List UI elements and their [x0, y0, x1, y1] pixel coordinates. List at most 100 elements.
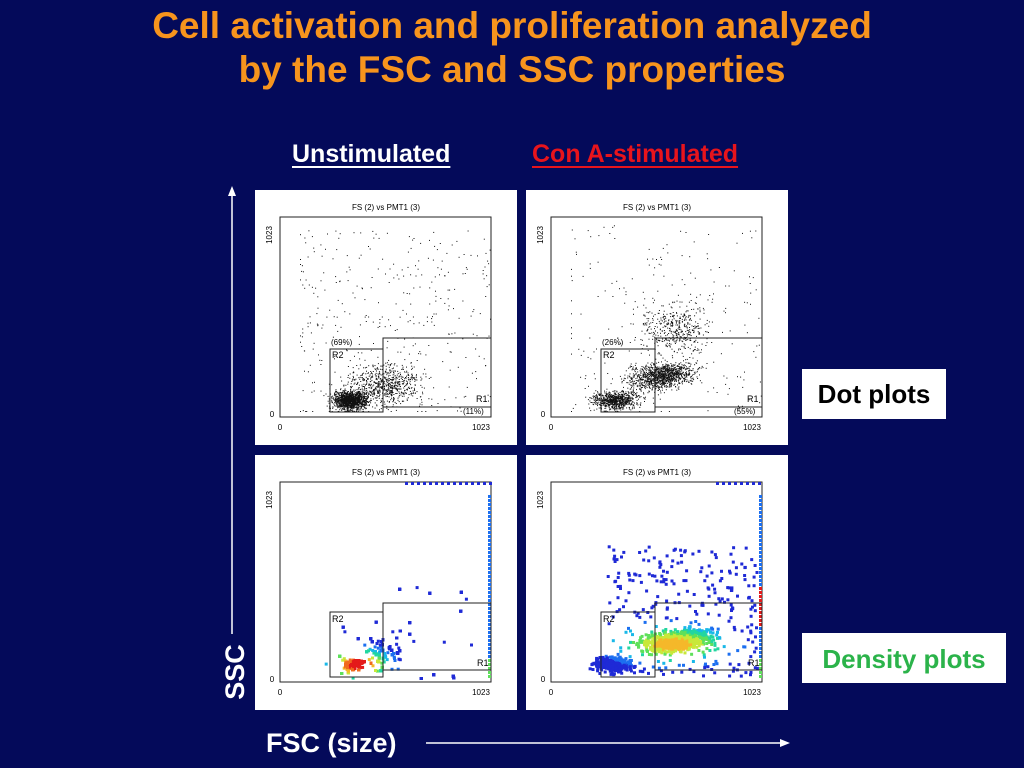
event-dot — [372, 371, 374, 372]
event-dot — [358, 391, 360, 393]
event-dot — [388, 388, 390, 390]
event-dot — [408, 379, 410, 381]
event-dot — [593, 397, 594, 399]
event-dot — [648, 318, 650, 320]
event-dot — [685, 317, 687, 319]
event-dot — [606, 399, 608, 400]
column-label-unstimulated: Unstimulated — [292, 140, 451, 168]
event-dot — [301, 270, 303, 272]
event-dot — [354, 401, 356, 402]
event-dot — [655, 375, 657, 377]
event-dot — [371, 393, 373, 395]
event-dot — [657, 394, 659, 396]
event-dot — [646, 345, 648, 347]
event-dot — [340, 392, 342, 394]
event-dot — [665, 338, 667, 340]
event-dot — [642, 376, 644, 378]
event-dot — [377, 363, 379, 365]
event-dot — [343, 385, 345, 387]
event-dot — [351, 393, 353, 395]
event-dot — [344, 409, 345, 411]
event-dot — [415, 377, 417, 379]
event-dot — [359, 364, 361, 366]
event-dot — [659, 374, 661, 376]
event-dot — [697, 368, 699, 370]
event-dot — [311, 286, 313, 288]
event-dot — [691, 309, 693, 310]
event-dot — [616, 401, 618, 403]
event-dot — [377, 373, 379, 375]
event-dot — [656, 379, 658, 381]
event-dot — [648, 370, 650, 372]
event-dot — [647, 392, 649, 394]
event-dot — [608, 405, 610, 407]
event-dot — [679, 379, 681, 380]
event-dot — [631, 366, 632, 367]
event-dot — [723, 310, 725, 312]
event-dot — [681, 330, 683, 332]
event-dot — [313, 292, 315, 294]
event-dot — [300, 259, 301, 260]
event-dot — [668, 378, 670, 380]
event-dot — [394, 398, 395, 400]
event-dot — [476, 335, 478, 337]
event-dot — [684, 369, 686, 371]
event-dot — [398, 379, 400, 380]
event-dot — [353, 393, 355, 395]
event-dot — [674, 371, 676, 373]
event-dot — [690, 300, 692, 301]
event-dot — [632, 398, 634, 400]
event-dot — [674, 383, 676, 385]
event-dot — [672, 368, 674, 370]
event-dot — [348, 400, 350, 402]
event-dot — [658, 387, 660, 389]
event-dot — [338, 402, 340, 404]
event-dot — [376, 404, 378, 406]
event-dot — [367, 404, 369, 406]
event-dot — [657, 377, 659, 379]
event-dot — [352, 400, 354, 401]
event-dot — [401, 395, 403, 397]
event-dot — [571, 313, 572, 315]
event-dot — [385, 384, 387, 386]
event-dot — [670, 373, 672, 375]
event-dot — [629, 373, 631, 375]
event-dot — [353, 232, 355, 234]
event-dot — [680, 373, 682, 375]
event-dot — [603, 402, 604, 404]
event-dot — [660, 264, 662, 266]
event-dot — [690, 335, 692, 337]
event-dot — [664, 369, 666, 371]
event-dot — [418, 260, 420, 262]
event-dot — [624, 404, 626, 406]
event-dot — [660, 323, 662, 325]
event-dot — [697, 331, 699, 333]
event-dot — [390, 387, 392, 389]
event-dot — [418, 322, 420, 324]
event-dot — [627, 401, 629, 403]
event-dot — [350, 386, 352, 388]
event-dot — [343, 400, 345, 402]
event-dot — [648, 390, 650, 392]
event-dot — [389, 390, 391, 392]
event-dot — [421, 274, 423, 276]
event-dot — [657, 366, 658, 368]
event-dot — [422, 373, 424, 375]
event-dot — [620, 343, 622, 345]
event-dot — [680, 366, 682, 368]
event-dot — [628, 392, 630, 394]
event-dot — [352, 367, 354, 369]
event-dot — [661, 373, 663, 375]
event-dot — [746, 302, 748, 304]
event-dot — [629, 397, 631, 399]
event-dot — [666, 369, 668, 371]
event-dot — [351, 395, 353, 397]
event-dot — [345, 405, 347, 407]
event-dot — [345, 402, 346, 404]
event-dot — [440, 298, 442, 299]
event-dot — [357, 392, 359, 394]
event-dot — [636, 395, 638, 397]
event-dot — [334, 395, 336, 397]
event-dot — [678, 375, 680, 377]
event-dot — [483, 238, 485, 240]
